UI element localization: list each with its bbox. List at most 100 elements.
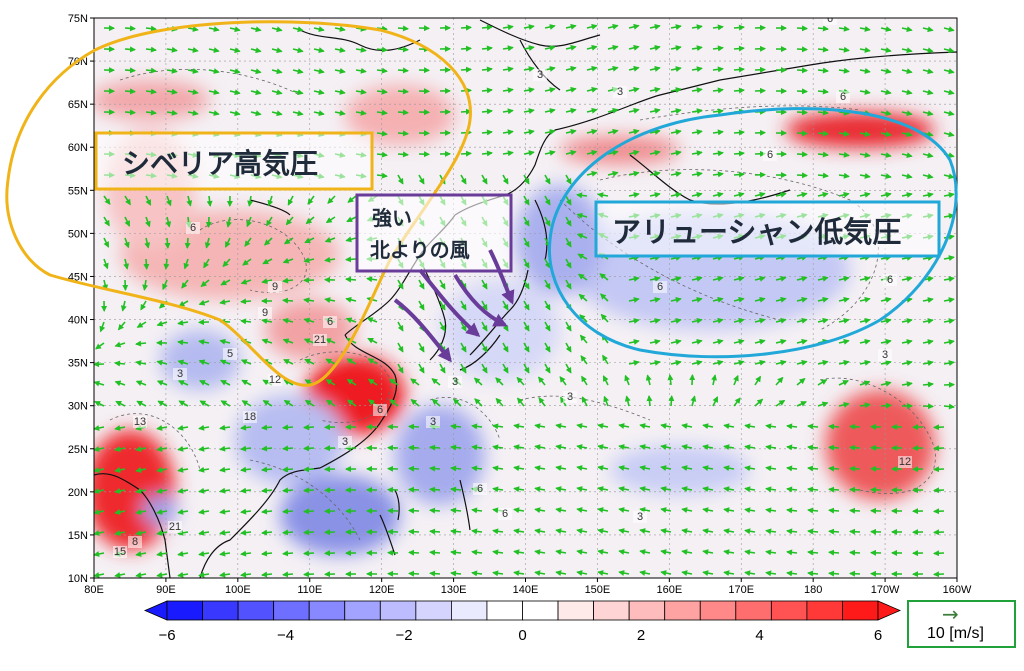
wind-vector <box>355 88 367 95</box>
contour-label: 3 <box>537 69 543 81</box>
wind-vector <box>177 424 189 431</box>
wind-vector <box>859 296 871 303</box>
lat-tick-label: 25N <box>68 444 88 456</box>
wind-vector <box>219 299 231 305</box>
wind-vector <box>607 107 619 114</box>
wind-vector <box>303 529 315 536</box>
wind-vector <box>166 109 178 116</box>
wind-vector <box>544 300 551 311</box>
wind-vector <box>166 67 178 74</box>
wind-vector <box>439 300 446 311</box>
wind-vector <box>711 374 717 386</box>
wind-vector <box>555 549 567 556</box>
lat-tick-label: 35N <box>68 358 88 370</box>
wind-vector <box>901 89 913 96</box>
wind-vector <box>943 89 955 96</box>
wind-vector <box>607 23 619 30</box>
wind-vector <box>807 486 819 493</box>
wind-vector <box>292 47 304 54</box>
wind-vector <box>880 131 892 137</box>
wind-vector <box>114 446 126 452</box>
wind-vector <box>624 374 631 386</box>
wind-vector <box>283 358 294 365</box>
wind-vector <box>282 297 294 304</box>
colorbar-tick-label: 6 <box>874 627 882 644</box>
wind-vector <box>397 342 404 353</box>
wind-vector <box>796 191 808 198</box>
wind-vector <box>327 195 336 204</box>
wind-vector <box>282 487 294 494</box>
wind-vector <box>670 108 682 114</box>
wind-vector <box>523 321 530 332</box>
wind-vector <box>460 24 472 31</box>
wind-vector <box>796 130 808 137</box>
wind-vector <box>177 319 189 326</box>
wind-vector <box>849 465 861 472</box>
strong-wind-box <box>355 193 513 273</box>
wind-vector <box>292 89 304 96</box>
wind-vector <box>901 276 913 282</box>
wind-vector <box>586 44 598 51</box>
lat-tick-label: 65N <box>68 99 88 111</box>
wind-vector <box>345 296 357 303</box>
wind-vector <box>240 550 252 557</box>
wind-vector <box>450 465 462 472</box>
wind-vector <box>586 23 598 30</box>
wind-vector <box>136 400 147 407</box>
wind-vector <box>859 359 871 366</box>
contour-label-bg <box>338 436 352 448</box>
wind-vector <box>691 108 703 115</box>
wind-vector <box>733 397 741 407</box>
wind-vector <box>219 529 231 536</box>
wind-vector <box>618 570 630 576</box>
wind-vector <box>579 334 588 344</box>
wind-vector <box>712 317 724 324</box>
wind-vector <box>240 466 252 473</box>
wind-vector <box>660 444 672 450</box>
wind-vector <box>691 317 703 324</box>
wind-vector <box>691 129 703 136</box>
wind-vector <box>376 109 388 116</box>
wind-vector <box>859 130 871 137</box>
wind-vector <box>313 110 325 117</box>
wind-vector <box>702 549 714 556</box>
wind-vector <box>817 46 829 53</box>
wind-vector <box>471 444 483 451</box>
wind-vector <box>325 358 336 365</box>
wind-vector <box>181 279 189 289</box>
wind-vector <box>240 298 252 305</box>
wind-vector <box>229 26 241 33</box>
contour-label-bg <box>533 69 547 81</box>
wind-vector <box>723 444 735 451</box>
wind-vector <box>670 359 682 366</box>
wind-vector <box>796 296 808 303</box>
wind-vector <box>303 257 315 264</box>
wind-vector <box>775 399 786 407</box>
wind-vector <box>282 466 294 473</box>
wind-vector <box>345 256 357 263</box>
wind-vector <box>849 444 861 451</box>
wind-vector <box>565 149 577 156</box>
wind-vector <box>628 170 640 177</box>
wind-vector <box>261 508 273 515</box>
wind-vector <box>523 216 530 227</box>
wind-vector <box>303 424 315 431</box>
wind-vector <box>389 378 399 386</box>
wind-vector <box>492 486 504 493</box>
wind-vector <box>94 400 105 407</box>
wind-vector <box>429 507 441 514</box>
wind-vector <box>240 487 252 494</box>
wind-vector <box>135 529 147 536</box>
wind-vector <box>208 68 220 74</box>
wind-vector <box>219 466 231 473</box>
wind-vector <box>838 401 850 408</box>
wind-vector <box>922 403 934 410</box>
wind-vector <box>523 129 535 136</box>
wind-vector <box>670 24 682 30</box>
wind-vector <box>135 571 147 578</box>
wind-vector <box>114 380 126 387</box>
wind-vector <box>544 258 551 269</box>
wind-vector <box>162 279 168 291</box>
wind-vector <box>481 342 488 353</box>
wind-vector <box>397 67 409 74</box>
